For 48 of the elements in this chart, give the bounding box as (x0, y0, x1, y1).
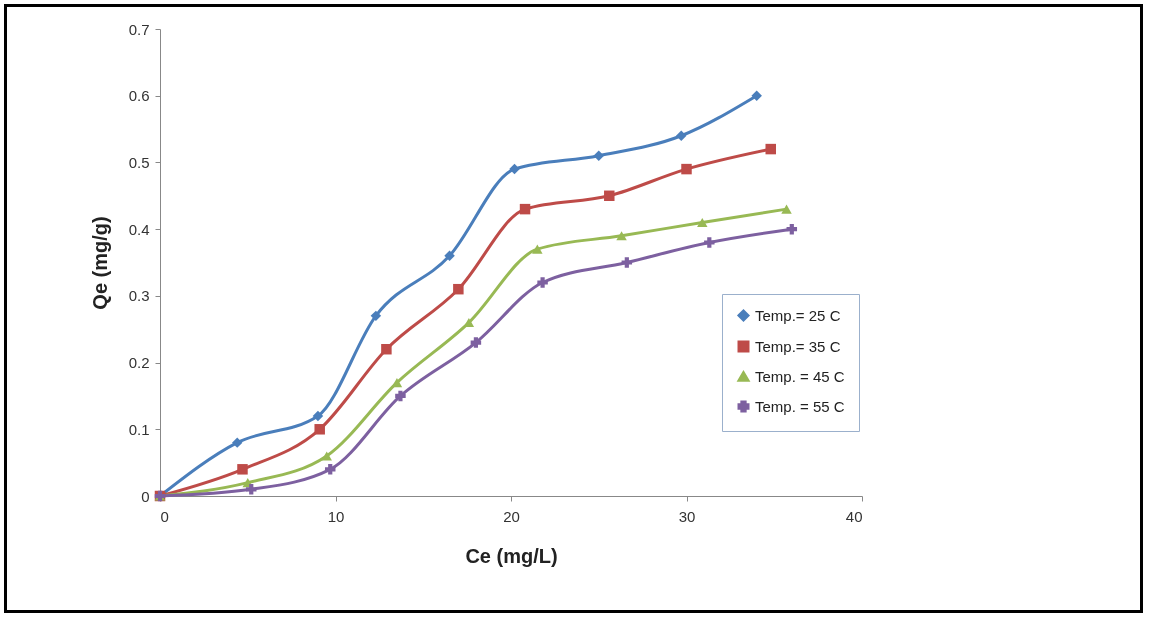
x-tick-label: 20 (503, 507, 520, 525)
point (751, 90, 762, 101)
point (470, 337, 482, 348)
point (444, 250, 455, 262)
point (453, 283, 464, 295)
legend-label: Temp.= 25 C (755, 306, 841, 324)
y-tick-label: 0 (141, 487, 150, 505)
y-tick-label: 0.5 (128, 153, 150, 171)
y-tick-label: 0.6 (128, 87, 150, 105)
x-tick-label: 30 (678, 507, 696, 525)
point (312, 410, 324, 422)
legend-label: Temp. = 55 C (755, 397, 845, 415)
y-tick-label: 0.2 (128, 354, 150, 372)
point (321, 451, 332, 461)
legend-label: Temp. = 45 C (755, 367, 845, 385)
point (237, 464, 248, 475)
legend-label: Temp.= 35 C (755, 337, 841, 355)
point (519, 203, 531, 215)
point (381, 343, 392, 355)
point (786, 223, 798, 235)
point (697, 217, 708, 228)
y-tick-label: 0.3 (128, 287, 150, 305)
y-tick-label: 0.1 (128, 420, 150, 438)
point (681, 163, 692, 175)
point (604, 190, 615, 202)
point (314, 424, 325, 435)
point (509, 163, 520, 175)
y-tick-label: 0.4 (128, 220, 150, 238)
point (370, 310, 382, 322)
x-axis-title: Ce (mg/L) (465, 544, 558, 567)
y-axis-title: Qe (mg/g) (88, 216, 111, 310)
point (246, 484, 257, 495)
point (537, 277, 548, 288)
point (616, 231, 627, 241)
x-tick-label: 10 (327, 507, 345, 525)
y-tick-label: 0.7 (128, 20, 150, 38)
point (395, 390, 406, 402)
point (621, 257, 633, 268)
x-tick-label: 40 (845, 507, 863, 525)
point (704, 237, 715, 248)
point (532, 244, 543, 254)
x-tick-label: 0 (160, 507, 169, 525)
point (675, 130, 687, 141)
point (324, 464, 336, 475)
point (231, 437, 243, 448)
point (765, 143, 776, 155)
point (781, 204, 792, 214)
point (593, 150, 604, 161)
